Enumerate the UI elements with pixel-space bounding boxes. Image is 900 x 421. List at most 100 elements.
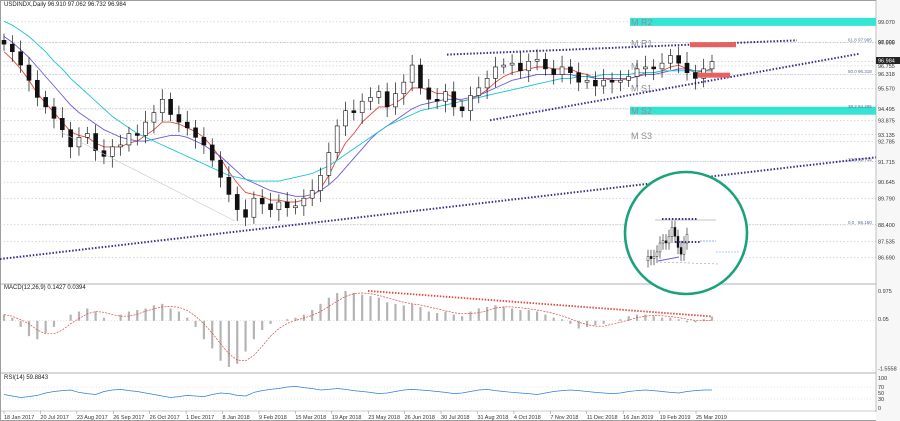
projection-line xyxy=(59,131,236,222)
candle-body xyxy=(226,176,232,195)
date-tick-label: 1 Dec 2017 xyxy=(186,415,214,421)
date-tick-label: 15 Mar 2018 xyxy=(295,415,326,421)
candle-body xyxy=(551,68,557,75)
fib-value-label: 97.995 xyxy=(858,37,872,42)
macd-tick-label: 0.975 xyxy=(878,289,892,295)
candle-body xyxy=(359,100,365,113)
zoom-candle-body xyxy=(646,256,650,262)
zoom-inset xyxy=(646,218,740,268)
date-tick-label: 23 May 2018 xyxy=(368,415,400,421)
candle-body xyxy=(468,95,473,112)
candle-body xyxy=(401,81,407,94)
date-tick-label: 20 Jul 2017 xyxy=(40,415,68,421)
pivot-bands: M R2 M R1 M M S1 M S2 M S3 xyxy=(630,17,876,141)
fib-value-label: 88.160 xyxy=(858,220,872,225)
candle-body xyxy=(476,87,482,96)
price-tick-label: 87.535 xyxy=(878,239,895,245)
candle-body xyxy=(35,79,40,98)
candle-body xyxy=(509,62,515,66)
candle-body xyxy=(301,197,307,207)
pivot-label: M R2 xyxy=(631,17,653,27)
zoom-candle-body xyxy=(667,236,671,244)
candle-body xyxy=(668,55,673,64)
zoom-candle-body xyxy=(679,247,683,255)
candle-body xyxy=(443,91,448,102)
date-tick-label: 26 Sep 2017 xyxy=(113,415,144,421)
trendlines xyxy=(0,39,877,261)
macd-divergence-line xyxy=(367,290,713,318)
fib-value-label: 96.318 xyxy=(858,69,872,74)
pivot-band xyxy=(630,17,876,26)
upper-channel-trendline xyxy=(446,39,798,56)
candle-body xyxy=(309,190,315,199)
candle-body xyxy=(609,79,615,83)
zoom-candle-body xyxy=(670,227,674,237)
candle-body xyxy=(334,125,340,153)
candle-body xyxy=(501,64,507,68)
date-tick-label: 30 Jul 2018 xyxy=(441,415,469,421)
candle-body xyxy=(418,64,423,89)
current-price-box xyxy=(876,57,900,64)
pivot-band xyxy=(630,106,876,115)
candle-body xyxy=(201,137,207,146)
pivot-label: M xyxy=(631,62,639,72)
zoom-candle-body xyxy=(682,242,686,255)
macd-header: MACD(12,26,9) 0.1427 0.0394 xyxy=(4,285,86,291)
candle-body xyxy=(259,197,265,205)
price-tick-label: 93.135 xyxy=(878,133,895,139)
candle-body xyxy=(84,133,90,138)
candle-body xyxy=(684,62,690,73)
ma-line xyxy=(3,36,712,197)
zoom-candle-body xyxy=(655,251,659,257)
date-tick-label: 11 Dec 2018 xyxy=(587,415,618,421)
candle-body xyxy=(526,60,532,72)
candle-body xyxy=(368,97,373,102)
zoom-candle-body xyxy=(652,256,656,259)
candle-body xyxy=(534,59,540,62)
date-tick-label: 8 Jan 2018 xyxy=(223,415,250,421)
rsi-tick-label: 30 xyxy=(878,397,884,403)
candle-body xyxy=(634,68,640,77)
fib-value-label: 94.495 xyxy=(858,104,872,109)
zoom-ma-line xyxy=(657,256,680,262)
rsi-tick-label: 70 xyxy=(878,385,884,391)
fib-value-label: 91.715 xyxy=(858,157,872,162)
candle-body xyxy=(68,129,73,148)
candle-body xyxy=(676,55,681,64)
macd-pane: 0.975 0.05 -1.5558 xyxy=(0,289,897,373)
candle-body xyxy=(376,91,382,98)
date-tick-label: 26 Oct 2017 xyxy=(150,415,180,421)
candle-body xyxy=(709,61,715,70)
ma-line xyxy=(3,20,712,182)
candle-body xyxy=(209,144,215,161)
candle-body xyxy=(43,97,48,108)
candle-body xyxy=(218,159,223,178)
resistance-zone xyxy=(690,42,736,48)
candle-body xyxy=(276,201,282,210)
candle-body xyxy=(343,110,348,127)
rsi-tick-label: 0 xyxy=(878,406,881,412)
fib-ratio-label: 0.0 xyxy=(848,220,855,225)
candle-body xyxy=(693,72,698,79)
price-tick-label: 98.000 xyxy=(878,40,895,46)
candle-body xyxy=(293,205,298,209)
candle-body xyxy=(318,175,323,191)
candle-body xyxy=(60,118,65,131)
candle-body xyxy=(493,66,498,79)
candle-body xyxy=(393,93,398,108)
date-axis-labels: 18 Jan 2017 20 Jul 2017 23 Aug 2017 26 Sep … xyxy=(3,411,727,421)
candle-body xyxy=(118,144,123,148)
price-tick-label: 91.715 xyxy=(878,160,895,166)
candle-body xyxy=(651,66,656,70)
candle-body xyxy=(559,66,565,75)
candle-body xyxy=(351,110,357,113)
candle-body xyxy=(626,76,632,81)
zoom-candle-body xyxy=(673,227,677,237)
macd-tick-label: -1.5558 xyxy=(878,367,897,373)
rsi-header: RSI(14) 59.8843 xyxy=(4,375,49,381)
rsi-tick-label: 50 xyxy=(878,391,884,397)
price-tick-label: 92.785 xyxy=(878,139,895,145)
